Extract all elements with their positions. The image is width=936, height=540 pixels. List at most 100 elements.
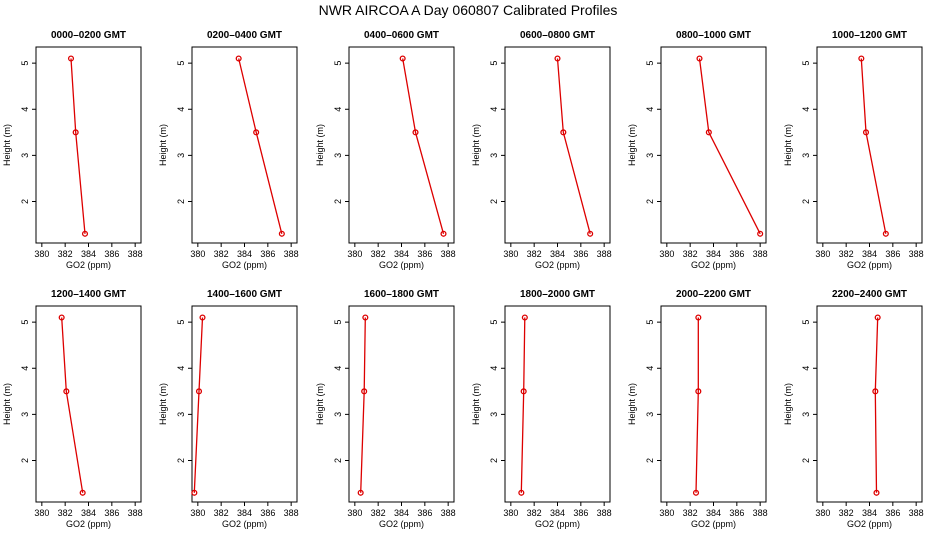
x-tick-label: 382 (527, 508, 542, 518)
x-axis-label: GO2 (ppm) (66, 519, 111, 529)
profile-line (556, 58, 591, 234)
x-tick-label: 384 (550, 249, 565, 259)
y-tick-label: 3 (176, 412, 186, 417)
x-tick-label: 380 (190, 249, 205, 259)
y-tick-label: 4 (801, 107, 811, 112)
x-tick-label: 386 (729, 508, 744, 518)
data-point (412, 129, 419, 136)
x-tick-label: 386 (573, 508, 588, 518)
x-tick-label: 380 (503, 508, 518, 518)
data-point (361, 388, 368, 395)
y-tick-label: 2 (176, 458, 186, 463)
x-tick-label: 388 (128, 508, 143, 518)
y-tick-label: 2 (801, 199, 811, 204)
profile-line (698, 58, 761, 235)
y-tick-label: 3 (20, 412, 30, 417)
x-tick-label: 384 (237, 508, 252, 518)
y-tick-label: 5 (801, 61, 811, 66)
panel-5: 0800–1000 GMT 380 382 384 386 388 2 3 4 5 GO2 (ppm… (627, 30, 768, 270)
x-tick-label: 386 (885, 249, 900, 259)
panel-6: 1000–1200 GMT 380 382 384 386 388 2 3 4 5 GO2 (ppm… (783, 30, 924, 270)
data-point (862, 129, 870, 136)
x-tick-label: 380 (190, 508, 205, 518)
x-tick-label: 388 (909, 508, 924, 518)
x-axis-label: GO2 (ppm) (847, 519, 892, 529)
x-tick-label: 382 (839, 249, 854, 259)
panel-title: 1400–1600 GMT (207, 289, 282, 300)
y-axis-label: Height (m) (158, 124, 168, 166)
x-tick-label: 388 (753, 249, 768, 259)
panel-title: 0000–0200 GMT (51, 30, 126, 41)
data-point (560, 129, 567, 136)
data-point (521, 314, 528, 321)
x-axis-label: GO2 (ppm) (691, 519, 736, 529)
data-point (705, 129, 712, 136)
panel-title: 0400–0600 GMT (364, 30, 439, 41)
y-tick-label: 5 (801, 320, 811, 325)
y-tick-label: 3 (489, 153, 499, 158)
x-tick-label: 382 (527, 249, 542, 259)
y-tick-label: 5 (20, 61, 30, 66)
x-tick-label: 388 (909, 249, 924, 259)
profile-line (402, 58, 445, 234)
data-point (873, 489, 880, 496)
panel-1: 0000–0200 GMT 380 382 384 386 388 2 3 4 5 GO2 (ppm… (2, 30, 143, 270)
x-tick-label: 380 (815, 249, 830, 259)
y-axis-label: Height (m) (627, 124, 637, 166)
data-point (757, 230, 764, 237)
profile-line (695, 317, 699, 493)
y-tick-label: 2 (333, 458, 343, 463)
x-tick-label: 382 (58, 508, 73, 518)
y-tick-label: 3 (489, 412, 499, 417)
data-point (695, 388, 702, 395)
y-tick-label: 3 (801, 153, 811, 158)
x-axis-label: GO2 (ppm) (222, 260, 267, 270)
y-axis-label: Height (m) (315, 124, 325, 166)
plot-frame (816, 305, 923, 503)
y-tick-label: 2 (645, 458, 655, 463)
y-tick-label: 2 (645, 199, 655, 204)
x-tick-label: 380 (659, 508, 674, 518)
y-tick-label: 4 (333, 366, 343, 371)
y-tick-label: 4 (176, 366, 186, 371)
panel-title: 0600–0800 GMT (520, 30, 595, 41)
data-point (587, 230, 594, 237)
data-point (58, 314, 65, 321)
x-tick-label: 388 (753, 508, 768, 518)
data-point (696, 55, 703, 62)
y-tick-label: 2 (489, 458, 499, 463)
y-tick-label: 5 (176, 61, 186, 66)
profile-line (860, 58, 887, 234)
x-tick-label: 386 (417, 508, 432, 518)
data-point (195, 388, 203, 395)
panel-12: 2200–2400 GMT 380 382 384 386 388 2 3 4 5 GO2 (ppm… (783, 289, 924, 529)
x-axis-label: GO2 (ppm) (222, 519, 267, 529)
data-point (872, 388, 879, 395)
x-tick-label: 380 (815, 508, 830, 518)
x-tick-label: 386 (885, 508, 900, 518)
data-point (874, 314, 881, 321)
data-point (278, 230, 285, 237)
x-tick-label: 382 (683, 508, 698, 518)
y-tick-label: 4 (20, 366, 30, 371)
x-tick-label: 388 (441, 508, 456, 518)
chart-title: NWR AIRCOA A Day 060807 Calibrated Profi… (319, 2, 618, 18)
profile-line (238, 58, 283, 234)
y-tick-label: 5 (20, 320, 30, 325)
plot-frame (660, 305, 767, 503)
profile-line (70, 58, 86, 234)
plot-frame (504, 46, 611, 244)
x-tick-label: 384 (706, 508, 721, 518)
y-axis-label: Height (m) (2, 124, 12, 166)
x-tick-label: 382 (371, 249, 386, 259)
panel-2: 0200–0400 GMT 380 382 384 386 388 2 3 4 5 GO2 (ppm… (158, 30, 299, 270)
y-axis-label: Height (m) (783, 124, 793, 166)
x-tick-label: 380 (34, 508, 49, 518)
data-point (518, 489, 525, 496)
profile-line (874, 317, 879, 493)
data-point (63, 388, 70, 395)
data-point (235, 55, 242, 62)
plot-frame (816, 46, 923, 244)
data-point (858, 55, 865, 62)
